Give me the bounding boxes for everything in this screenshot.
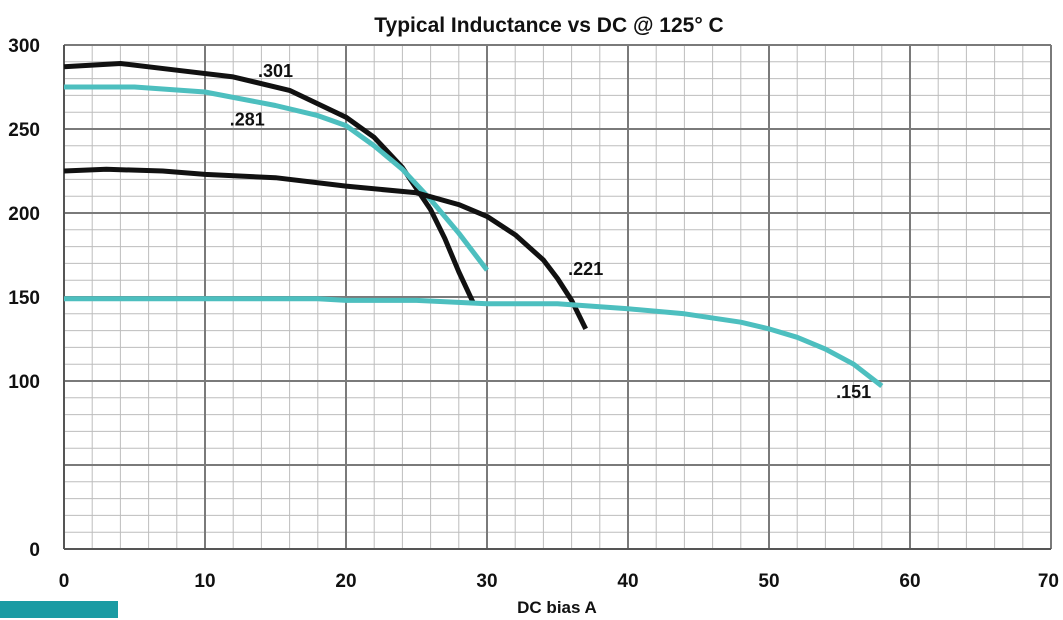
series-line	[63, 61, 476, 304]
y-tick-label: 150	[8, 288, 40, 309]
series-layer	[63, 61, 884, 388]
y-tick-label: 100	[8, 372, 40, 393]
y-tick-label: 0	[29, 540, 40, 561]
series-line	[63, 166, 588, 331]
x-tick-label: 70	[1038, 571, 1059, 592]
y-tick-label: 300	[8, 36, 40, 57]
series-line	[64, 84, 489, 272]
series-label: .301	[258, 61, 293, 81]
x-tick-label: 50	[758, 571, 779, 592]
series-label: .151	[836, 382, 871, 402]
x-tick-label: 10	[194, 571, 215, 592]
teal-tab-decoration	[0, 601, 118, 618]
series-label: .221	[568, 259, 603, 279]
y-tick-label: 250	[8, 120, 40, 141]
y-tick-label: 200	[8, 204, 40, 225]
series-line	[64, 296, 884, 388]
series-labels: .301 .281 .221 .151	[230, 61, 871, 402]
tick-labels: 0 100 150 200 250 300 0 10 20 30 40 50 60 70	[8, 36, 1059, 592]
x-tick-label: 40	[617, 571, 638, 592]
x-tick-label: 20	[335, 571, 356, 592]
chart-title: Typical Inductance vs DC @ 125° C	[374, 14, 723, 37]
x-tick-label: 30	[476, 571, 497, 592]
x-tick-label: 60	[899, 571, 920, 592]
x-axis-label: DC bias A	[517, 598, 597, 617]
x-tick-label: 0	[59, 571, 70, 592]
series-label: .281	[230, 110, 265, 130]
